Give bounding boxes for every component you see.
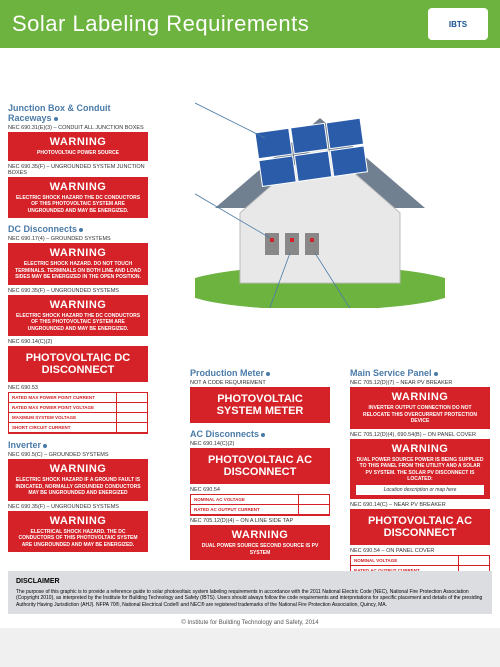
- warning-label-dc1: WARNING ELECTRIC SHOCK HAZARD. DO NOT TO…: [8, 243, 148, 285]
- location-placeholder: Location description or map here: [356, 485, 484, 495]
- label-pv-meter: PHOTOVOLTAIC SYSTEM METER: [190, 387, 330, 423]
- copyright-footer: © Institute for Building Technology and …: [0, 620, 500, 626]
- nec-code: NEC 690.54 – ON PANEL COVER: [350, 548, 490, 554]
- right-column: Main Service Panel NEC 705.12(D)(7) – NE…: [350, 368, 490, 577]
- diagram-area: Junction Box & Conduit Raceways NEC 690.…: [0, 48, 500, 628]
- page-title: Solar Labeling Requirements: [12, 11, 309, 37]
- section-main-panel-header: Main Service Panel: [350, 368, 490, 378]
- warning-label-jb2: WARNING ELECTRIC SHOCK HAZARD THE DC CON…: [8, 177, 148, 219]
- nec-code: NEC 705.12(D)(4), 690.54(B) – ON PANEL C…: [350, 432, 490, 438]
- warning-label-ac2: WARNING DUAL POWER SOURCE SECOND SOURCE …: [190, 525, 330, 560]
- house-illustration: [195, 88, 445, 308]
- nec-code: NEC 690.35(F) – UNGROUNDED SYSTEMS: [8, 504, 148, 510]
- disclaimer-box: DISCLAIMER The purpose of this graphic i…: [8, 571, 492, 614]
- ac-spec-table: NOMINAL AC VOLTAGE RATED AC OUTPUT CURRE…: [190, 494, 330, 516]
- header: Solar Labeling Requirements IBTS: [0, 0, 500, 48]
- nec-code: NEC 690.35(F) – UNGROUNDED SYSTEMS: [8, 288, 148, 294]
- nec-code: NEC 690.14(C)(2): [190, 441, 330, 447]
- dc-spec-table: RATED MAX POWER POINT CURRENT RATED MAX …: [8, 392, 148, 434]
- nec-code: NEC 690.5(C) – GROUNDED SYSTEMS: [8, 452, 148, 458]
- warning-label-inv1: WARNING ELECTRIC SHOCK HAZARD IF A GROUN…: [8, 459, 148, 501]
- section-meter-header: Production Meter: [190, 368, 330, 378]
- middle-column: Production Meter NOT A CODE REQUIREMENT …: [190, 368, 330, 563]
- disclaimer-title: DISCLAIMER: [16, 577, 484, 586]
- label-pv-dc-disconnect: PHOTOVOLTAIC DC DISCONNECT: [8, 346, 148, 382]
- nec-code: NEC 690.14(C) – NEAR PV BREAKER: [350, 502, 490, 508]
- nec-code: NEC 690.35(F) – UNGROUNDED SYSTEM JUNCTI…: [8, 164, 148, 176]
- label-pv-ac-disconnect: PHOTOVOLTAIC AC DISCONNECT: [190, 448, 330, 484]
- warning-label-mp2: WARNING DUAL POWER SOURCE POWER IS BEING…: [350, 439, 490, 499]
- label-pv-ac-disconnect-panel: PHOTOVOLTAIC AC DISCONNECT: [350, 509, 490, 545]
- section-ac-header: AC Disconnects: [190, 429, 330, 439]
- warning-label-mp1: WARNING INVERTER OUTPUT CONNECTION DO NO…: [350, 387, 490, 429]
- nec-code: NEC 690.53: [8, 385, 148, 391]
- nec-code: NEC 705.12(D)(7) – NEAR PV BREAKER: [350, 380, 490, 386]
- nec-code: NEC 690.31(E)(3) – CONDUIT ALL JUNCTION …: [8, 125, 148, 131]
- warning-label-dc2: WARNING ELECTRIC SHOCK HAZARD THE DC CON…: [8, 295, 148, 337]
- warning-label-jb1: WARNING PHOTOVOLTAIC POWER SOURCE: [8, 132, 148, 161]
- disclaimer-body: The purpose of this graphic is to provid…: [16, 589, 484, 609]
- warning-label-inv2: WARNING ELECTRICAL SHOCK HAZARD. THE DC …: [8, 511, 148, 553]
- left-column: Junction Box & Conduit Raceways NEC 690.…: [8, 103, 148, 555]
- section-dc-header: DC Disconnects: [8, 224, 148, 234]
- nec-code: NEC 690.17(4) – GROUNDED SYSTEMS: [8, 236, 148, 242]
- nec-code: NEC 705.12(D)(4) – ON A LINE SIDE TAP: [190, 518, 330, 524]
- nec-code: NEC 690.54: [190, 487, 330, 493]
- ibts-logo: IBTS: [428, 8, 488, 40]
- section-inverter-header: Inverter: [8, 440, 148, 450]
- nec-code: NOT A CODE REQUIREMENT: [190, 380, 330, 386]
- section-junction-header: Junction Box & Conduit Raceways: [8, 103, 148, 123]
- nec-code: NEC 690.14(C)(2): [8, 339, 148, 345]
